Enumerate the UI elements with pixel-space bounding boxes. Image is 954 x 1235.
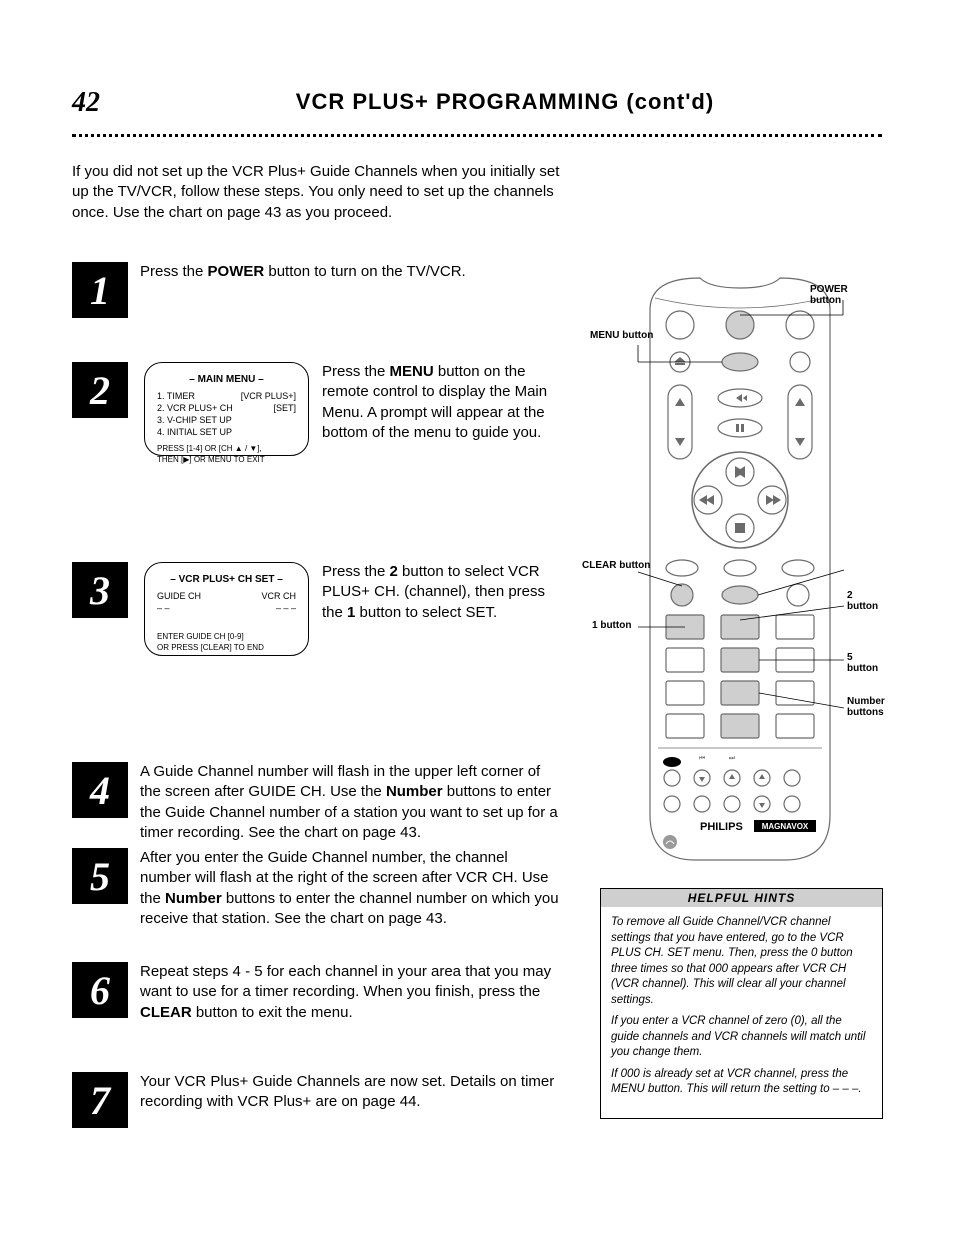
step-number-6: 6 bbox=[72, 962, 128, 1018]
step6-text-a: Repeat steps 4 - 5 for each channel in y… bbox=[140, 963, 551, 1000]
step1-text-a: Press the bbox=[140, 263, 208, 280]
step-5: 5 After you enter the Guide Channel numb… bbox=[72, 848, 562, 929]
callout-power: POWER button bbox=[810, 284, 870, 306]
s1l1r: [SET] bbox=[273, 402, 296, 414]
hints-p2: If you enter a VCR channel of zero (0), … bbox=[611, 1014, 872, 1061]
step-3: 3 – VCR PLUS+ CH SET – GUIDE CH VCR CH – … bbox=[72, 562, 562, 623]
screen2-title: – VCR PLUS+ CH SET – bbox=[157, 573, 296, 587]
step-number-5: 5 bbox=[72, 848, 128, 904]
step-number-1: 1 bbox=[72, 262, 128, 318]
s2l1l: GUIDE CH bbox=[157, 590, 201, 602]
step3-bold-a: 2 bbox=[390, 563, 398, 580]
step-4: 4 A Guide Channel number will flash in t… bbox=[72, 762, 562, 843]
s1l1l: 2. VCR PLUS+ CH bbox=[157, 402, 233, 414]
step3-text-a: Press the bbox=[322, 563, 390, 580]
s2l2r: – – – bbox=[276, 602, 296, 614]
hints-p1: To remove all Guide Channel/VCR channel … bbox=[611, 915, 872, 1008]
step-number-4: 4 bbox=[72, 762, 128, 818]
step4-bold-a: Number bbox=[386, 783, 443, 800]
brand-magnavox: MAGNAVOX bbox=[762, 822, 809, 831]
helpful-hints-header: HELPFUL HINTS bbox=[601, 889, 882, 907]
step-number-7: 7 bbox=[72, 1072, 128, 1128]
screen-main-menu: – MAIN MENU – 1. TIMER [VCR PLUS+] 2. VCR… bbox=[144, 362, 309, 456]
svg-text:⏮: ⏮ bbox=[699, 755, 705, 762]
screen-vcr-plus-ch-set: – VCR PLUS+ CH SET – GUIDE CH VCR CH – – –… bbox=[144, 562, 309, 656]
page-number: 42 bbox=[72, 87, 100, 119]
callout-clear: CLEAR button bbox=[582, 560, 650, 571]
svg-text:⏭: ⏭ bbox=[729, 755, 736, 762]
step5-bold-a: Number bbox=[165, 890, 222, 907]
brand-philips: PHILIPS bbox=[700, 821, 743, 833]
step6-bold-a: CLEAR bbox=[140, 1004, 192, 1021]
step-6: 6 Repeat steps 4 - 5 for each channel in… bbox=[72, 962, 562, 1023]
s1f1: PRESS [1-4] OR [CH ▲ / ▼], bbox=[157, 444, 296, 455]
s1l3l: 4. INITIAL SET UP bbox=[157, 426, 232, 438]
step2-text-a: Press the bbox=[322, 363, 390, 380]
remote-control-illustration: .rs { stroke:#6b6b6b; stroke-width:1.2; … bbox=[610, 270, 870, 880]
s2l2l: – – bbox=[157, 602, 170, 614]
s2f1: ENTER GUIDE CH [0-9] bbox=[157, 632, 296, 643]
step-2: 2 – MAIN MENU – 1. TIMER [VCR PLUS+] 2. V… bbox=[72, 362, 562, 443]
callout-2: 2 button bbox=[847, 590, 878, 612]
step2-bold-a: MENU bbox=[390, 363, 434, 380]
s1f2: THEN [▶] OR MENU TO EXIT bbox=[157, 455, 296, 466]
helpful-hints-box: HELPFUL HINTS To remove all Guide Channe… bbox=[600, 888, 883, 1119]
s1l2l: 3. V-CHIP SET UP bbox=[157, 414, 232, 426]
callout-menu: MENU button bbox=[590, 330, 653, 341]
screen1-title: – MAIN MENU – bbox=[157, 373, 296, 387]
page-title: VCR PLUS+ PROGRAMMING (cont'd) bbox=[130, 89, 880, 115]
step-1: 1 Press the POWER button to turn on the … bbox=[72, 262, 562, 282]
s2l1r: VCR CH bbox=[261, 590, 296, 602]
step-number-3: 3 bbox=[72, 562, 128, 618]
step1-bold-a: POWER bbox=[208, 263, 265, 280]
step1-text-b: button to turn on the TV/VCR. bbox=[264, 263, 466, 280]
step-7: 7 Your VCR Plus+ Guide Channels are now … bbox=[72, 1072, 562, 1113]
hints-p3: If 000 is already set at VCR channel, pr… bbox=[611, 1067, 872, 1098]
s2f2: OR PRESS [CLEAR] TO END bbox=[157, 643, 296, 654]
callout-5: 5 button bbox=[847, 652, 878, 674]
step6-text-b: button to exit the menu. bbox=[192, 1004, 353, 1021]
callout-1: 1 button bbox=[592, 620, 631, 631]
step7-text-a: Your VCR Plus+ Guide Channels are now se… bbox=[140, 1073, 554, 1110]
step-number-2: 2 bbox=[72, 362, 128, 418]
dotted-rule bbox=[72, 134, 882, 137]
s1l0l: 1. TIMER bbox=[157, 390, 195, 402]
step3-text-c: button to select SET. bbox=[355, 604, 497, 621]
callout-number-buttons: Number buttons bbox=[847, 696, 897, 718]
intro-text: If you did not set up the VCR Plus+ Guid… bbox=[72, 162, 562, 223]
s1l0r: [VCR PLUS+] bbox=[241, 390, 296, 402]
